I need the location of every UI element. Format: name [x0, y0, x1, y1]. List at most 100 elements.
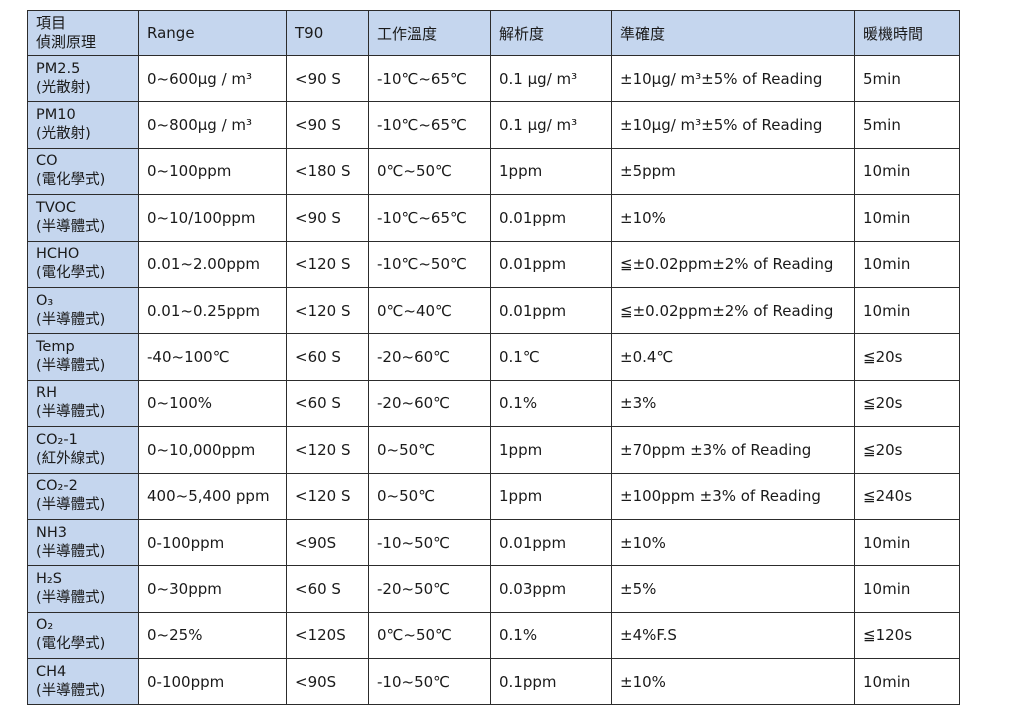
- t90-cell: <120 S: [286, 426, 369, 474]
- range-cell: 0~100ppm: [138, 147, 287, 196]
- sensor-spec-table: 項目 偵測原理 Range T90 工作溫度 解析度 準確度 暖機時間 PM2.…: [27, 10, 960, 706]
- detection-principle: (電化學式): [36, 636, 106, 653]
- warmup-cell: ≦20s: [854, 333, 960, 381]
- t90-cell: <60 S: [286, 379, 369, 428]
- sensor-name: Temp: [36, 339, 75, 356]
- sensor-name: TVOC: [36, 199, 77, 216]
- warmup-cell: 10min: [854, 565, 960, 613]
- operating-temp-cell: -10℃~65℃: [368, 54, 491, 103]
- item-cell: CO₂-1 (紅外線式): [27, 426, 139, 474]
- operating-temp-cell: -10℃~65℃: [368, 194, 491, 242]
- table-row: Temp (半導體式) -40~100℃ <60 S -20~60℃ 0.1℃ ±0.4℃ ≦…: [27, 333, 960, 381]
- detection-principle: (電化學式): [36, 265, 106, 282]
- warmup-cell: 10min: [854, 658, 960, 706]
- range-cell: 0~25%: [138, 611, 287, 660]
- sensor-name: RH: [36, 385, 57, 402]
- resolution-cell: 0.01ppm: [490, 286, 612, 335]
- sensor-name: NH3: [36, 524, 67, 541]
- item-cell: NH3 (半導體式): [27, 518, 139, 567]
- t90-cell: <90S: [286, 658, 369, 706]
- sensor-name: CO: [36, 153, 58, 170]
- range-cell: 0-100ppm: [138, 518, 287, 567]
- header-warmup: 暖機時間: [854, 10, 960, 56]
- accuracy-cell: ±5ppm: [611, 147, 855, 196]
- item-cell: O₂ (電化學式): [27, 611, 139, 660]
- range-cell: 0~800μg / m³: [138, 101, 287, 149]
- operating-temp-cell: 0℃~50℃: [368, 611, 491, 660]
- warmup-cell: 10min: [854, 518, 960, 567]
- range-cell: 0-100ppm: [138, 658, 287, 706]
- resolution-cell: 0.1%: [490, 379, 612, 428]
- accuracy-cell: ±0.4℃: [611, 333, 855, 381]
- accuracy-cell: ±70ppm ±3% of Reading: [611, 426, 855, 474]
- accuracy-cell: ±10%: [611, 658, 855, 706]
- detection-principle: (半導體式): [36, 497, 106, 514]
- sensor-name: O₂: [36, 617, 54, 634]
- resolution-cell: 0.1%: [490, 611, 612, 660]
- detection-principle: (半導體式): [36, 404, 106, 421]
- sensor-name: PM2.5: [36, 60, 81, 77]
- range-cell: 0~100%: [138, 379, 287, 428]
- operating-temp-cell: -20~50℃: [368, 565, 491, 613]
- table-row: CH4 (半導體式) 0-100ppm <90S -10~50℃ 0.1ppm ±10% 10…: [27, 658, 960, 706]
- item-cell: HCHO (電化學式): [27, 240, 139, 288]
- range-cell: 0.01~0.25ppm: [138, 286, 287, 335]
- header-accuracy: 準確度: [611, 10, 855, 56]
- table-row: CO₂-2 (半導體式) 400~5,400 ppm <120 S 0~50℃ 1ppm ±…: [27, 472, 960, 520]
- operating-temp-cell: -10~50℃: [368, 658, 491, 706]
- table-body: PM2.5 (光散射) 0~600μg / m³ <90 S -10℃~65℃ 0.1 μ…: [27, 54, 960, 706]
- warmup-cell: ≦20s: [854, 426, 960, 474]
- detection-principle: (半導體式): [36, 682, 106, 699]
- item-cell: TVOC (半導體式): [27, 194, 139, 242]
- detection-principle: (光散射): [36, 79, 91, 96]
- accuracy-cell: ±10μg/ m³±5% of Reading: [611, 54, 855, 103]
- table-row: NH3 (半導體式) 0-100ppm <90S -10~50℃ 0.01ppm ±10% 1…: [27, 518, 960, 567]
- sensor-name: PM10: [36, 107, 76, 124]
- accuracy-cell: ±10%: [611, 518, 855, 567]
- accuracy-cell: ±5%: [611, 565, 855, 613]
- range-cell: 0~10/100ppm: [138, 194, 287, 242]
- table-row: H₂S (半導體式) 0~30ppm <60 S -20~50℃ 0.03ppm ±5% 10…: [27, 565, 960, 613]
- t90-cell: <120 S: [286, 286, 369, 335]
- table-header: 項目 偵測原理 Range T90 工作溫度 解析度 準確度 暖機時間: [27, 10, 960, 56]
- operating-temp-cell: -20~60℃: [368, 333, 491, 381]
- item-cell: H₂S (半導體式): [27, 565, 139, 613]
- t90-cell: <60 S: [286, 333, 369, 381]
- table-row: O₂ (電化學式) 0~25% <120S 0℃~50℃ 0.1% ±4%F.S ≦120s: [27, 611, 960, 660]
- header-t90: T90: [286, 10, 369, 56]
- table-row: O₃ (半導體式) 0.01~0.25ppm <120 S 0℃~40℃ 0.01ppm ≦…: [27, 286, 960, 335]
- accuracy-cell: ≦±0.02ppm±2% of Reading: [611, 240, 855, 288]
- accuracy-cell: ±4%F.S: [611, 611, 855, 660]
- header-item: 項目: [36, 14, 67, 32]
- warmup-cell: 10min: [854, 147, 960, 196]
- range-cell: -40~100℃: [138, 333, 287, 381]
- range-cell: 0~30ppm: [138, 565, 287, 613]
- detection-principle: (半導體式): [36, 543, 106, 560]
- range-cell: 0~600μg / m³: [138, 54, 287, 103]
- warmup-cell: 5min: [854, 101, 960, 149]
- resolution-cell: 0.1 μg/ m³: [490, 101, 612, 149]
- warmup-cell: ≦120s: [854, 611, 960, 660]
- range-cell: 0~10,000ppm: [138, 426, 287, 474]
- item-cell: Temp (半導體式): [27, 333, 139, 381]
- t90-cell: <90 S: [286, 54, 369, 103]
- header-operating-temp: 工作溫度: [368, 10, 491, 56]
- resolution-cell: 0.1℃: [490, 333, 612, 381]
- header-item-cell: 項目 偵測原理: [27, 10, 139, 56]
- t90-cell: <60 S: [286, 565, 369, 613]
- table-row: CO₂-1 (紅外線式) 0~10,000ppm <120 S 0~50℃ 1ppm ±70…: [27, 426, 960, 474]
- t90-cell: <90 S: [286, 101, 369, 149]
- resolution-cell: 0.01ppm: [490, 194, 612, 242]
- operating-temp-cell: 0℃~50℃: [368, 147, 491, 196]
- item-cell: CH4 (半導體式): [27, 658, 139, 706]
- detection-principle: (半導體式): [36, 358, 106, 375]
- item-cell: O₃ (半導體式): [27, 286, 139, 335]
- resolution-cell: 1ppm: [490, 147, 612, 196]
- table-row: TVOC (半導體式) 0~10/100ppm <90 S -10℃~65℃ 0.01pp…: [27, 194, 960, 242]
- warmup-cell: ≦20s: [854, 379, 960, 428]
- sensor-name: H₂S: [36, 570, 62, 587]
- header-row: 項目 偵測原理 Range T90 工作溫度 解析度 準確度 暖機時間: [27, 10, 960, 56]
- item-cell: PM10 (光散射): [27, 101, 139, 149]
- header-range: Range: [138, 10, 287, 56]
- sensor-name: CO₂-2: [36, 478, 78, 495]
